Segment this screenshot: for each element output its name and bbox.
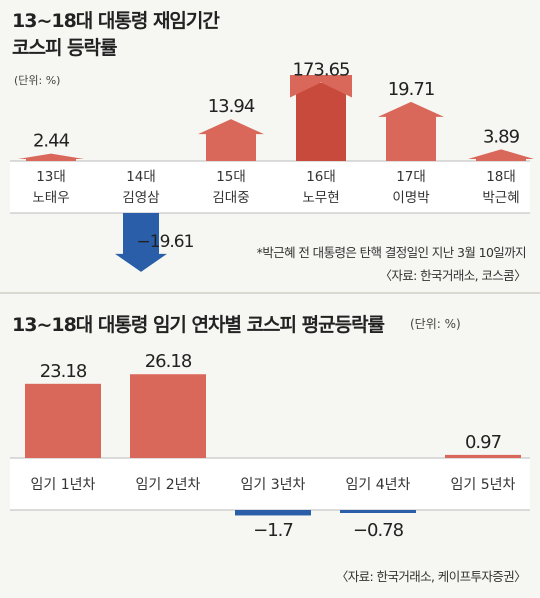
chart1-arrow-bar bbox=[290, 75, 352, 98]
chart2-title: 13~18대 대통령 임기 연차별 코스피 평균등락률 bbox=[12, 314, 385, 336]
chart1-category-number: 14대 bbox=[126, 169, 156, 185]
chart2-category-label: 임기 3년차 bbox=[241, 477, 306, 493]
chart1-category-name: 김영삼 bbox=[122, 190, 159, 206]
chart1-arrow-bar bbox=[378, 101, 444, 161]
chart1-arrow-bar bbox=[468, 149, 534, 161]
chart2-category-band bbox=[10, 458, 530, 510]
chart1-category-number: 18대 bbox=[486, 169, 516, 185]
chart2-category-label: 임기 5년차 bbox=[451, 477, 516, 493]
chart1-category-number: 15대 bbox=[216, 169, 246, 185]
chart1-value-label: 13.94 bbox=[208, 96, 255, 117]
chart2-value-label: 26.18 bbox=[145, 351, 192, 372]
chart1-source: 〈자료: 한국거래소, 코스콤〉 bbox=[379, 268, 526, 283]
chart2-category-label: 임기 2년차 bbox=[136, 477, 201, 493]
chart1-category-name: 박근혜 bbox=[482, 190, 519, 206]
chart1-value-label: 3.89 bbox=[483, 126, 520, 147]
chart2-value-label: 0.97 bbox=[465, 432, 501, 453]
chart1-arrow-bar-negative bbox=[115, 213, 167, 272]
chart1-category-name: 노무현 bbox=[302, 190, 339, 206]
chart1-category-number: 16대 bbox=[306, 169, 336, 185]
chart1-value-label: 2.44 bbox=[33, 131, 70, 152]
chart1-value-label: 19.71 bbox=[388, 79, 435, 100]
chart2-category-label: 임기 1년차 bbox=[31, 477, 96, 493]
chart1-category-name: 노태우 bbox=[32, 190, 69, 206]
chart1-category-number: 17대 bbox=[396, 169, 426, 185]
chart2-bar bbox=[130, 374, 206, 458]
section-divider bbox=[0, 292, 540, 294]
chart2-value-label: −1.7 bbox=[253, 520, 293, 541]
chart1-category-name: 이명박 bbox=[392, 190, 429, 206]
chart1-title-line2: 코스피 등락률 bbox=[12, 37, 117, 59]
chart2-source: 〈자료: 한국거래소, 케이프투자증권〉 bbox=[335, 569, 527, 584]
chart2-bar-negative bbox=[340, 510, 416, 513]
chart1-bar-lower-segment bbox=[296, 83, 346, 161]
chart1-category-name: 김대중 bbox=[212, 190, 249, 206]
chart1-value-label: −19.61 bbox=[137, 232, 194, 252]
chart2-value-label: −0.78 bbox=[353, 520, 404, 541]
chart1-footnote: *박근혜 전 대통령은 탄핵 결정일인 지난 3월 10일까지 bbox=[256, 245, 527, 260]
chart2-bar bbox=[25, 383, 101, 458]
chart2-bar-negative bbox=[235, 510, 311, 516]
chart2-bar bbox=[445, 454, 521, 458]
chart1-arrow-bar bbox=[198, 119, 264, 161]
chart1-value-label: 173.65 bbox=[293, 60, 350, 81]
chart1-category-number: 13대 bbox=[36, 169, 66, 185]
chart2-value-label: 23.18 bbox=[40, 361, 87, 382]
chart1-arrow-bar bbox=[18, 153, 84, 161]
chart1-unit: (단위: %) bbox=[14, 74, 61, 87]
chart1-category-band bbox=[10, 161, 530, 213]
chart2-category-label: 임기 4년차 bbox=[346, 477, 411, 493]
chart1-title-line1: 13~18대 대통령 재임기간 bbox=[12, 10, 220, 32]
chart2-unit: (단위: %) bbox=[410, 317, 461, 331]
